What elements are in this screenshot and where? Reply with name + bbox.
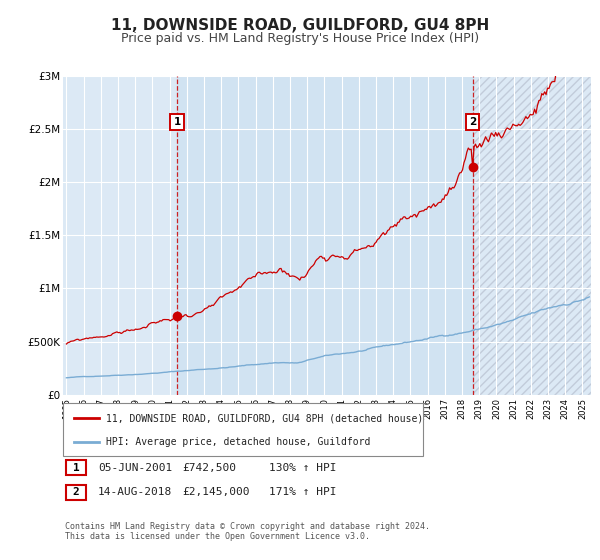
Text: £2,145,000: £2,145,000 <box>182 487 250 497</box>
Text: 14-AUG-2018: 14-AUG-2018 <box>98 487 172 497</box>
FancyBboxPatch shape <box>66 484 86 500</box>
Text: 171% ↑ HPI: 171% ↑ HPI <box>269 487 337 497</box>
Text: Price paid vs. HM Land Registry's House Price Index (HPI): Price paid vs. HM Land Registry's House … <box>121 32 479 45</box>
Text: 11, DOWNSIDE ROAD, GUILDFORD, GU4 8PH: 11, DOWNSIDE ROAD, GUILDFORD, GU4 8PH <box>111 18 489 33</box>
Text: HPI: Average price, detached house, Guildford: HPI: Average price, detached house, Guil… <box>106 436 371 446</box>
Text: 1: 1 <box>73 463 80 473</box>
Text: 2: 2 <box>469 117 476 127</box>
Text: 11, DOWNSIDE ROAD, GUILDFORD, GU4 8PH (detached house): 11, DOWNSIDE ROAD, GUILDFORD, GU4 8PH (d… <box>106 413 424 423</box>
FancyBboxPatch shape <box>63 403 423 456</box>
Bar <box>473 76 600 395</box>
Text: Contains HM Land Registry data © Crown copyright and database right 2024.
This d: Contains HM Land Registry data © Crown c… <box>65 522 430 542</box>
Bar <box>473 76 600 395</box>
FancyBboxPatch shape <box>66 460 86 475</box>
Text: 05-JUN-2001: 05-JUN-2001 <box>98 463 172 473</box>
Text: 130% ↑ HPI: 130% ↑ HPI <box>269 463 337 473</box>
Bar <box>177 76 473 395</box>
Text: £742,500: £742,500 <box>182 463 236 473</box>
Text: 2: 2 <box>73 487 80 497</box>
Text: 1: 1 <box>173 117 181 127</box>
